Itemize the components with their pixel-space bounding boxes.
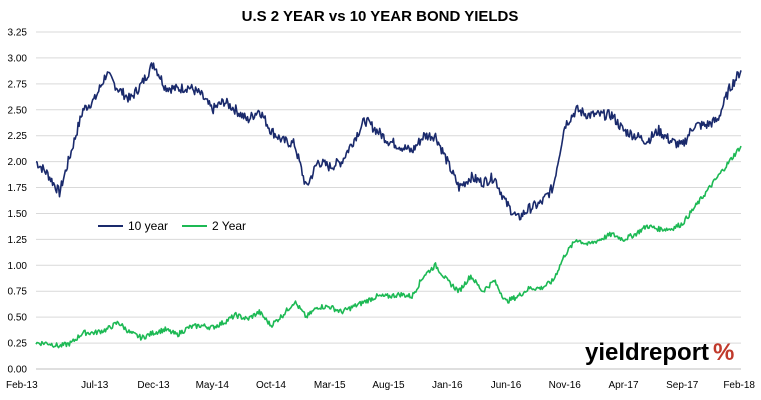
x-tick-label: Feb-13: [6, 380, 38, 391]
x-tick-label: Jun-16: [491, 380, 522, 391]
series-layer: [35, 62, 742, 349]
y-tick-label: 2.25: [8, 131, 28, 142]
logo-text: yieldreport: [585, 339, 709, 366]
x-tick-label: Oct-14: [256, 380, 286, 391]
x-tick-label: Jan-16: [432, 380, 463, 391]
y-tick-label: 0.50: [8, 313, 28, 324]
yieldreport-logo: yieldreport%: [585, 339, 734, 366]
y-tick-label: 1.00: [8, 261, 28, 272]
x-axis: Feb-13 Jul-13 Dec-13 May-14 Oct-14 Mar-15 Aug-…: [6, 368, 755, 391]
y-tick-label: 2.50: [8, 105, 28, 116]
y-tick-label: 2.00: [8, 157, 28, 168]
y-tick-label: 3.25: [8, 28, 28, 39]
y-tick-label: 0.75: [8, 287, 28, 298]
x-tick-label: Aug-15: [372, 380, 405, 391]
x-tick-label: Feb-18: [723, 380, 755, 391]
x-tick-label: Apr-17: [608, 380, 638, 391]
x-tick-label: Nov-16: [549, 380, 582, 391]
legend-label: 2 Year: [212, 219, 246, 233]
y-tick-label: 3.00: [8, 53, 28, 64]
series-line-10-year: [35, 62, 742, 221]
chart-title: U.S 2 YEAR vs 10 YEAR BOND YIELDS: [242, 8, 519, 25]
x-tick-label: Dec-13: [137, 380, 170, 391]
series-line-2-year: [35, 145, 742, 349]
x-tick-label: Mar-15: [314, 380, 346, 391]
gridlines: [36, 31, 741, 370]
legend: 10 year 2 Year: [98, 219, 246, 233]
x-tick-label: Sep-17: [666, 380, 699, 391]
legend-label: 10 year: [128, 219, 168, 233]
x-tick-label: Jul-13: [81, 380, 109, 391]
y-axis-tick-labels: 0.00 0.25 0.50 0.75 1.00 1.25 1.50 1.75 2.00 2.25…: [8, 28, 28, 376]
svg-text:yieldreport%: yieldreport%: [585, 339, 734, 366]
logo-percent-icon: %: [713, 339, 734, 366]
y-tick-label: 2.75: [8, 79, 28, 90]
y-tick-label: 1.25: [8, 235, 28, 246]
y-tick-label: 0.25: [8, 339, 28, 350]
y-tick-label: 1.50: [8, 209, 28, 220]
y-tick-label: 1.75: [8, 183, 28, 194]
y-tick-label: 0.00: [8, 365, 28, 376]
x-tick-label: May-14: [196, 380, 230, 391]
